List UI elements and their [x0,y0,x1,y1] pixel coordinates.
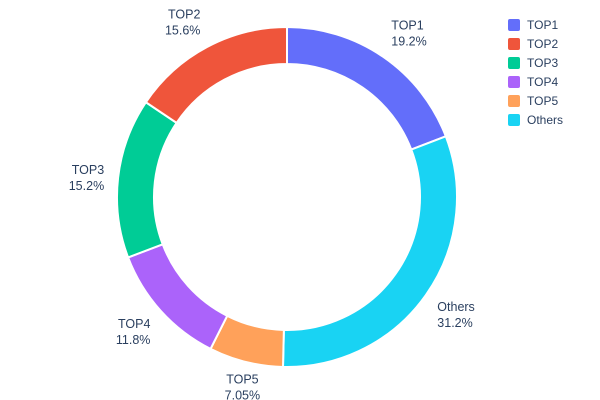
slice-label-others: Others 31.2% [437,300,475,330]
slice-label-top5: TOP5 7.05% [225,373,260,400]
legend-swatch-top2 [508,38,520,50]
legend-label: TOP4 [527,75,559,89]
legend-swatch-top5 [508,95,520,107]
legend-item-top5[interactable]: TOP5 [508,94,563,108]
legend-swatch-top1 [508,19,520,31]
legend-swatch-top4 [508,76,520,88]
legend-item-top2[interactable]: TOP2 [508,37,563,51]
legend-item-top1[interactable]: TOP1 [508,18,563,32]
legend-label: TOP2 [527,37,559,51]
pie-slice-top3[interactable] [116,100,178,259]
legend-item-top4[interactable]: TOP4 [508,75,563,89]
slice-label-top4: TOP4 11.8% [116,317,151,347]
legend-swatch-others [508,114,520,126]
legend-label: TOP1 [527,18,559,32]
legend-swatch-top3 [508,57,520,69]
legend-item-others[interactable]: Others [508,113,563,127]
slice-label-top2: TOP2 15.6% [165,8,201,38]
legend-item-top3[interactable]: TOP3 [508,56,563,70]
pie-slice-top2[interactable] [144,25,288,125]
chart-legend: TOP1 TOP2 TOP3 TOP4 TOP5 Others [508,18,563,127]
slice-label-top3: TOP3 15.2% [69,163,105,193]
legend-label: TOP3 [527,56,559,70]
pie-slice-others[interactable] [281,135,458,368]
slice-label-top1: TOP1 19.2% [391,18,426,48]
legend-label: Others [527,113,564,127]
legend-label: TOP5 [527,94,559,108]
